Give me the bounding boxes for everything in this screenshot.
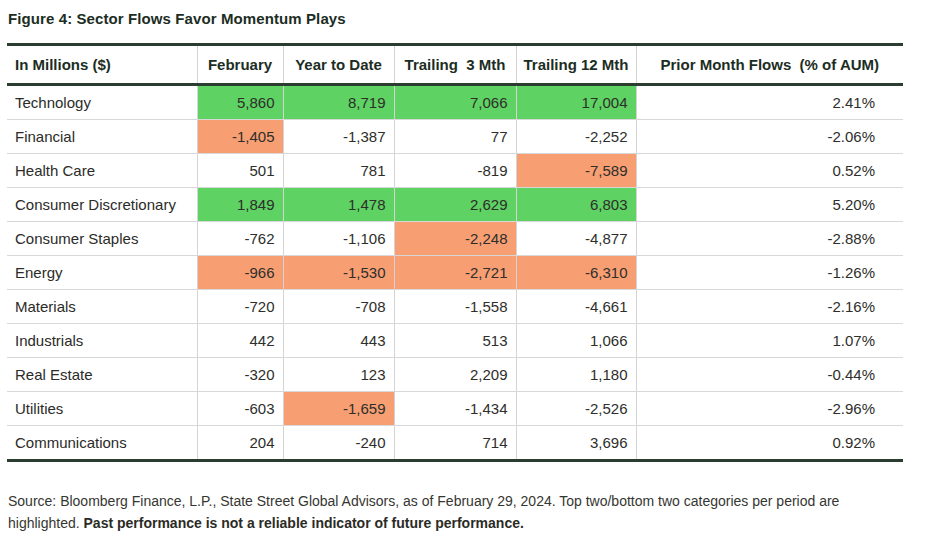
sector-label: Financial [7,120,197,154]
cell-trailing-3-mth: -819 [394,154,516,188]
cell-prior-month-flows-pct-aum: -2.96% [636,392,903,426]
sector-flows-table: In Millions ($)FebruaryYear to DateTrail… [7,43,903,462]
cell-trailing-3-mth: 2,629 [394,188,516,222]
cell-prior-month-flows-pct-aum: -2.06% [636,120,903,154]
cell-year-to-date: -240 [283,426,394,461]
cell-year-to-date: 781 [283,154,394,188]
cell-trailing-3-mth: 7,066 [394,85,516,120]
cell-trailing-3-mth: 513 [394,324,516,358]
table-row: Industrials4424435131,0661.07% [7,324,903,358]
cell-february: 442 [197,324,283,358]
cell-prior-month-flows-pct-aum: 2.41% [636,85,903,120]
sector-label: Utilities [7,392,197,426]
cell-prior-month-flows-pct-aum: 1.07% [636,324,903,358]
cell-prior-month-flows-pct-aum: -2.16% [636,290,903,324]
cell-trailing-12-mth: -2,526 [516,392,636,426]
cell-trailing-12-mth: -2,252 [516,120,636,154]
table-row: Financial-1,405-1,38777-2,252-2.06% [7,120,903,154]
source-note: Source: Bloomberg Finance, L.P., State S… [8,490,892,534]
table-row: Consumer Staples-762-1,106-2,248-4,877-2… [7,222,903,256]
cell-prior-month-flows-pct-aum: -2.88% [636,222,903,256]
column-header-trailing-3-mth: Trailing 3 Mth [394,45,516,85]
sector-label: Technology [7,85,197,120]
table-header: In Millions ($)FebruaryYear to DateTrail… [7,45,903,85]
sector-label: Health Care [7,154,197,188]
cell-prior-month-flows-pct-aum: 0.92% [636,426,903,461]
cell-trailing-12-mth: -4,661 [516,290,636,324]
cell-year-to-date: 123 [283,358,394,392]
report-figure-page: Figure 4: Sector Flows Favor Momentum Pl… [0,0,937,534]
cell-february: 1,849 [197,188,283,222]
table-row: Health Care501781-819-7,5890.52% [7,154,903,188]
cell-trailing-12-mth: 1,066 [516,324,636,358]
cell-year-to-date: 1,478 [283,188,394,222]
cell-year-to-date: 443 [283,324,394,358]
cell-february: -1,405 [197,120,283,154]
table-row: Materials-720-708-1,558-4,661-2.16% [7,290,903,324]
cell-february: -720 [197,290,283,324]
cell-trailing-3-mth: -2,721 [394,256,516,290]
table-row: Technology5,8608,7197,06617,0042.41% [7,85,903,120]
cell-trailing-12-mth: 3,696 [516,426,636,461]
sector-label: Industrials [7,324,197,358]
cell-trailing-12-mth: 1,180 [516,358,636,392]
column-header-february: February [197,45,283,85]
disclaimer-text: Past performance is not a reliable indic… [84,515,524,531]
cell-february: 5,860 [197,85,283,120]
cell-trailing-12-mth: 6,803 [516,188,636,222]
sector-label: Energy [7,256,197,290]
cell-year-to-date: -1,659 [283,392,394,426]
cell-trailing-3-mth: 2,209 [394,358,516,392]
cell-trailing-12-mth: -7,589 [516,154,636,188]
cell-trailing-12-mth: -6,310 [516,256,636,290]
table-header-row: In Millions ($)FebruaryYear to DateTrail… [7,45,903,85]
cell-february: -603 [197,392,283,426]
cell-prior-month-flows-pct-aum: 5.20% [636,188,903,222]
cell-prior-month-flows-pct-aum: 0.52% [636,154,903,188]
cell-trailing-3-mth: 77 [394,120,516,154]
cell-year-to-date: -1,387 [283,120,394,154]
cell-year-to-date: -708 [283,290,394,324]
table-row: Real Estate-3201232,2091,180-0.44% [7,358,903,392]
column-header-prior-month-flows-pct-aum: Prior Month Flows (% of AUM) [636,45,903,85]
column-header-year-to-date: Year to Date [283,45,394,85]
cell-february: 501 [197,154,283,188]
cell-trailing-3-mth: -1,558 [394,290,516,324]
cell-trailing-3-mth: 714 [394,426,516,461]
sector-label: Real Estate [7,358,197,392]
sector-label: Consumer Staples [7,222,197,256]
table-row: Energy-966-1,530-2,721-6,310-1.26% [7,256,903,290]
table-row: Utilities-603-1,659-1,434-2,526-2.96% [7,392,903,426]
table-row: Communications204-2407143,6960.92% [7,426,903,461]
cell-february: -966 [197,256,283,290]
cell-trailing-12-mth: -4,877 [516,222,636,256]
cell-year-to-date: -1,530 [283,256,394,290]
cell-prior-month-flows-pct-aum: -0.44% [636,358,903,392]
column-header-sector: In Millions ($) [7,45,197,85]
sector-label: Materials [7,290,197,324]
column-header-trailing-12-mth: Trailing 12 Mth [516,45,636,85]
cell-february: 204 [197,426,283,461]
cell-trailing-12-mth: 17,004 [516,85,636,120]
cell-trailing-3-mth: -2,248 [394,222,516,256]
sector-label: Communications [7,426,197,461]
cell-february: -320 [197,358,283,392]
table-row: Consumer Discretionary1,8491,4782,6296,8… [7,188,903,222]
cell-trailing-3-mth: -1,434 [394,392,516,426]
cell-year-to-date: 8,719 [283,85,394,120]
table-body: Technology5,8608,7197,06617,0042.41%Fina… [7,85,903,461]
cell-prior-month-flows-pct-aum: -1.26% [636,256,903,290]
sector-label: Consumer Discretionary [7,188,197,222]
cell-year-to-date: -1,106 [283,222,394,256]
figure-title: Figure 4: Sector Flows Favor Momentum Pl… [8,10,937,27]
cell-february: -762 [197,222,283,256]
